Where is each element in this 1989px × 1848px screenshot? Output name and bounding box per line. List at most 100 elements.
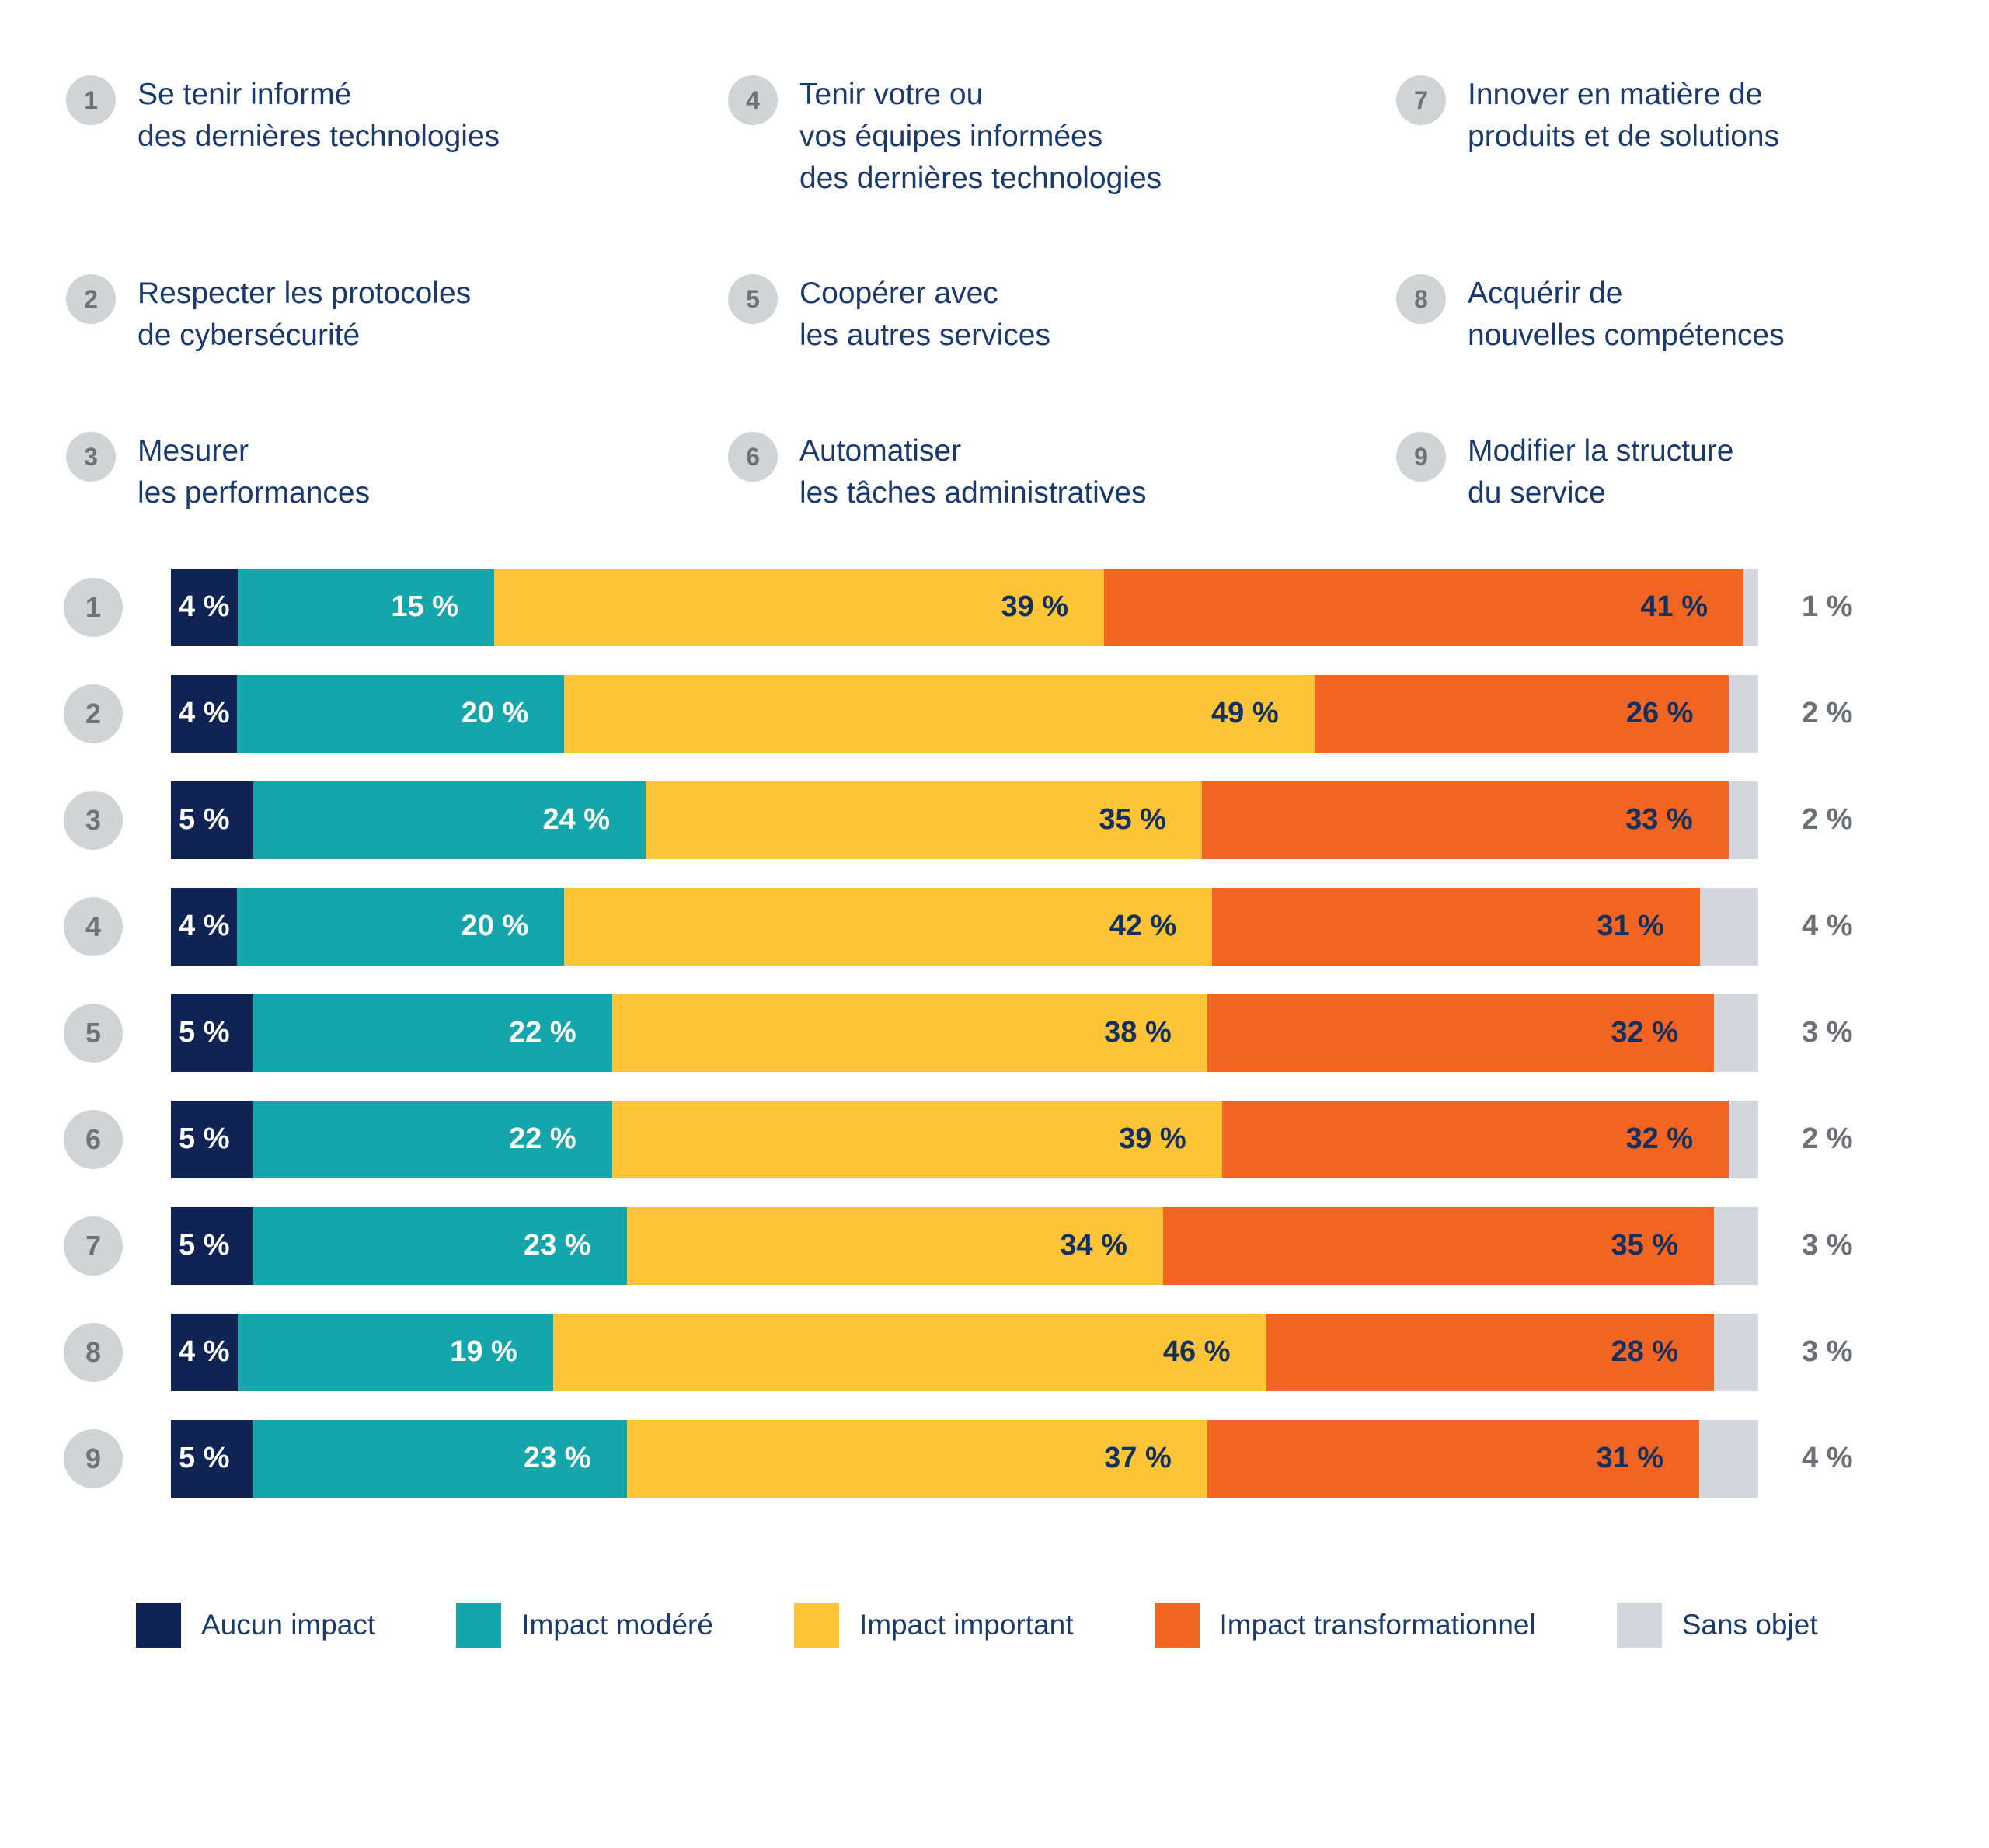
bar-segment-4: 32 %: [1207, 994, 1715, 1072]
bar-segment-2: 19 %: [237, 1313, 553, 1391]
bar-segment-5: [1728, 781, 1758, 859]
task-number-badge: 9: [1396, 432, 1446, 482]
bar-segment-4: 35 %: [1162, 1206, 1715, 1285]
sans-objet-value-label: 4 %: [1802, 1442, 1853, 1475]
stacked-bar: 5 % 22 % 38 % 32 %: [171, 994, 1758, 1072]
bar-row: 6 5 % 22 % 39 % 32 % 2 %: [64, 1100, 1989, 1178]
bar-segment-3: 34 %: [626, 1206, 1163, 1285]
bar-segment-5: [1729, 674, 1759, 753]
row-number-badge: 3: [64, 790, 123, 850]
task-number-badge: 8: [1396, 274, 1446, 325]
legend-swatch: [136, 1602, 181, 1648]
bar-segment-3: 39 %: [494, 568, 1105, 646]
task-item: 5 Coopérer avec les autres services: [728, 273, 1396, 357]
bar-segment-1: 5 %: [171, 994, 253, 1072]
bar-segment-5: [1699, 1419, 1758, 1498]
legend-swatch: [1616, 1602, 1662, 1648]
row-number-badge: 5: [64, 1003, 123, 1063]
task-item: 4 Tenir votre ou vos équipes informées de…: [728, 74, 1396, 199]
bar-segment-4: 26 %: [1314, 674, 1729, 753]
legend-item: Sans objet: [1616, 1602, 1818, 1648]
stacked-bar: 5 % 23 % 37 % 31 %: [171, 1419, 1758, 1498]
legend-label: Impact important: [859, 1608, 1074, 1641]
task-label: Innover en matière de produits et de sol…: [1468, 78, 1780, 153]
bar-segment-5: [1743, 568, 1758, 646]
bar-row: 2 4 % 20 % 49 % 26 % 2 %: [64, 674, 1989, 753]
task-number-badge: 7: [1396, 75, 1446, 125]
sans-objet-value-label: 3 %: [1802, 1229, 1853, 1262]
task-number-badge: 4: [728, 75, 778, 125]
bar-segment-1: 5 %: [171, 1100, 253, 1178]
bar-segment-2: 22 %: [252, 994, 612, 1072]
task-item: 8 Acquérir de nouvelles compétences: [1396, 273, 1989, 357]
row-number-badge: 6: [64, 1109, 123, 1169]
bar-segment-3: 46 %: [552, 1313, 1266, 1391]
bar-row: 8 4 % 19 % 46 % 28 % 3 %: [64, 1313, 1989, 1391]
task-list: 1 Se tenir informé des dernières technolo…: [66, 74, 1989, 514]
bar-segment-2: 24 %: [253, 781, 646, 859]
bar-segment-2: 22 %: [252, 1100, 612, 1178]
bar-segment-1: 4 %: [171, 1313, 238, 1391]
task-label: Respecter les protocoles de cybersécurit…: [138, 277, 472, 353]
legend-label: Sans objet: [1681, 1608, 1818, 1641]
legend-item: Impact important: [793, 1602, 1074, 1648]
bar-segment-1: 4 %: [171, 674, 238, 753]
bar-segment-1: 5 %: [171, 1206, 253, 1285]
stacked-bar: 5 % 22 % 39 % 32 %: [171, 1100, 1759, 1178]
bar-segment-5: [1714, 1313, 1758, 1391]
bar-segment-5: [1714, 1206, 1758, 1285]
task-item: 7 Innover en matière de produits et de so…: [1396, 74, 1989, 199]
row-number-badge: 2: [64, 684, 123, 743]
task-number-badge: 6: [728, 432, 778, 482]
bar-segment-2: 23 %: [252, 1206, 627, 1285]
task-label: Coopérer avec les autres services: [799, 277, 1050, 353]
sans-objet-value-label: 4 %: [1802, 910, 1853, 943]
task-item: 9 Modifier la structure du service: [1396, 430, 1989, 514]
bar-segment-4: 41 %: [1104, 568, 1744, 646]
bar-row: 5 5 % 22 % 38 % 32 % 3 %: [64, 994, 1989, 1072]
stacked-bar: 4 % 20 % 42 % 31 %: [171, 887, 1758, 966]
bar-row: 9 5 % 23 % 37 % 31 % 4 %: [64, 1419, 1989, 1498]
bar-segment-4: 32 %: [1221, 1100, 1729, 1178]
row-number-badge: 8: [64, 1322, 123, 1382]
bar-segment-4: 33 %: [1202, 781, 1729, 859]
legend-swatch: [1154, 1602, 1200, 1648]
bar-segment-5: [1714, 994, 1758, 1072]
bar-segment-4: 28 %: [1266, 1313, 1715, 1391]
legend-item: Impact modéré: [456, 1602, 713, 1648]
row-number-badge: 7: [64, 1216, 123, 1276]
bar-segment-3: 37 %: [626, 1419, 1207, 1498]
legend-item: Impact transformationnel: [1154, 1602, 1536, 1648]
legend-swatch: [793, 1602, 839, 1648]
row-number-badge: 1: [64, 577, 123, 637]
task-label: Automatiser les tâches administratives: [799, 434, 1147, 510]
sans-objet-value-label: 3 %: [1802, 1016, 1853, 1049]
task-label: Mesurer les performances: [138, 434, 371, 510]
bar-segment-3: 42 %: [564, 887, 1213, 966]
stacked-bar: 4 % 15 % 39 % 41 %: [171, 568, 1758, 646]
bar-segment-4: 31 %: [1207, 1419, 1700, 1498]
task-item: 2 Respecter les protocoles de cybersécuri…: [66, 273, 728, 357]
legend-swatch: [456, 1602, 502, 1648]
row-number-badge: 4: [64, 896, 123, 956]
bar-row: 1 4 % 15 % 39 % 41 % 1 %: [64, 568, 1989, 646]
bar-segment-3: 38 %: [611, 994, 1207, 1072]
task-label: Acquérir de nouvelles compétences: [1468, 277, 1785, 353]
sans-objet-value-label: 2 %: [1802, 1122, 1853, 1156]
task-label: Modifier la structure du service: [1468, 434, 1734, 510]
bar-segment-3: 35 %: [646, 781, 1203, 859]
stacked-bar: 4 % 19 % 46 % 28 %: [171, 1313, 1758, 1391]
task-number-badge: 3: [66, 432, 116, 482]
bar-segment-2: 23 %: [252, 1419, 627, 1498]
chart-legend: Aucun impact Impact modéré Impact importan…: [136, 1602, 1989, 1648]
task-item: 1 Se tenir informé des dernières technolo…: [66, 74, 728, 199]
legend-label: Impact transformationnel: [1219, 1608, 1536, 1641]
sans-objet-value-label: 1 %: [1802, 590, 1853, 624]
task-item: 6 Automatiser les tâches administratives: [728, 430, 1396, 514]
bar-row: 7 5 % 23 % 34 % 35 % 3 %: [64, 1206, 1989, 1285]
bar-segment-3: 39 %: [611, 1100, 1222, 1178]
bar-segment-5: [1699, 887, 1758, 966]
task-label: Tenir votre ou vos équipes informées des…: [799, 78, 1162, 195]
